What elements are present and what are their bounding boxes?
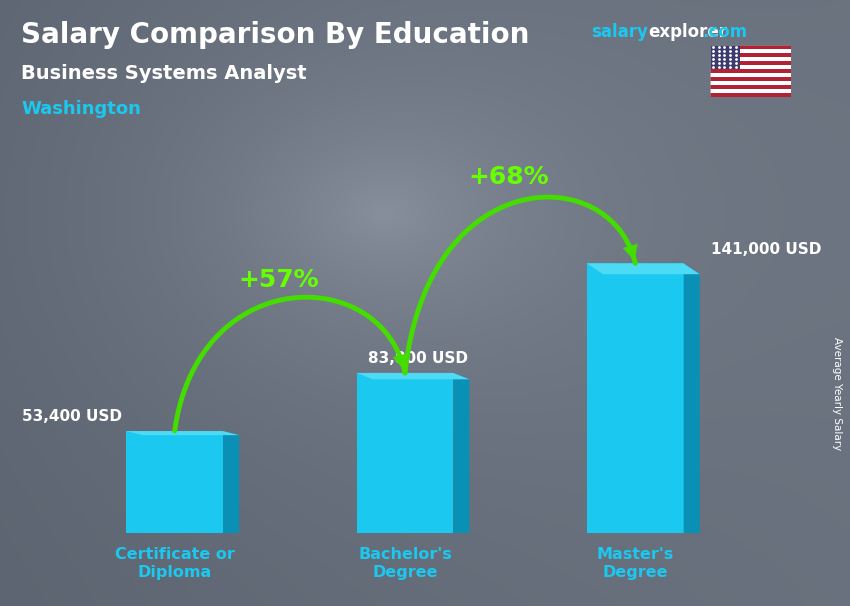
Text: 141,000 USD: 141,000 USD (711, 242, 822, 257)
Bar (710, 81, 791, 85)
Text: Average Yearly Salary: Average Yearly Salary (832, 338, 842, 450)
Bar (710, 93, 791, 97)
Bar (710, 85, 791, 89)
Text: +68%: +68% (468, 165, 549, 189)
Text: explorer: explorer (649, 23, 728, 41)
Text: Business Systems Analyst: Business Systems Analyst (21, 64, 307, 82)
Polygon shape (587, 264, 700, 275)
Bar (710, 73, 791, 77)
Polygon shape (357, 373, 469, 379)
Bar (710, 61, 791, 65)
Bar (710, 77, 791, 81)
Bar (127, 431, 223, 533)
Text: Salary Comparison By Education: Salary Comparison By Education (21, 21, 530, 49)
Polygon shape (453, 373, 469, 533)
Bar (587, 264, 683, 533)
Bar (710, 45, 740, 69)
Bar (710, 53, 791, 58)
Polygon shape (127, 431, 239, 435)
Bar (710, 69, 791, 73)
Text: 83,800 USD: 83,800 USD (368, 351, 468, 366)
Text: 53,400 USD: 53,400 USD (22, 410, 122, 424)
Bar (357, 373, 453, 533)
Bar (710, 89, 791, 93)
Bar (710, 50, 791, 53)
Text: salary: salary (591, 23, 648, 41)
Text: Washington: Washington (21, 100, 141, 118)
Bar (710, 58, 791, 61)
Polygon shape (223, 431, 239, 533)
Text: .com: .com (702, 23, 747, 41)
Text: +57%: +57% (238, 268, 319, 292)
Bar (710, 65, 791, 69)
Bar (710, 45, 791, 50)
Polygon shape (683, 264, 700, 533)
